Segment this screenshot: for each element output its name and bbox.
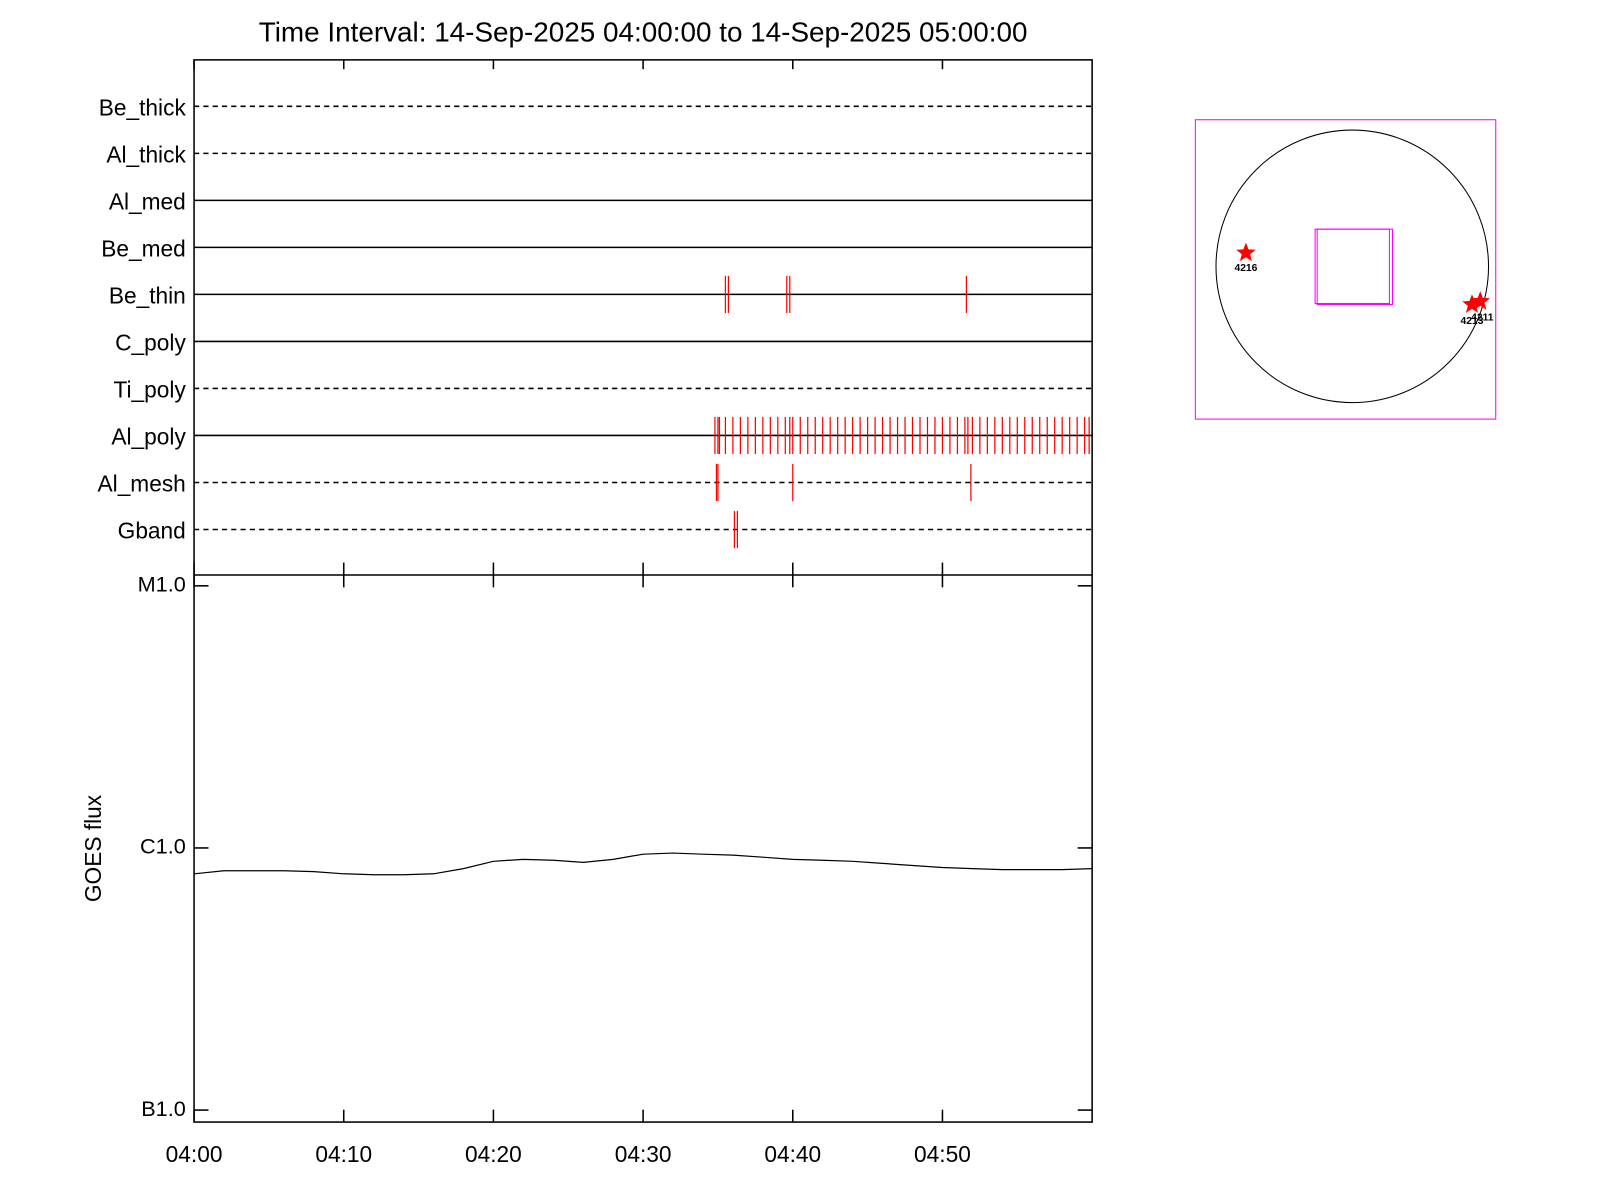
x-tick-label: 04:40 xyxy=(764,1141,821,1167)
chart-title: Time Interval: 14-Sep-2025 04:00:00 to 1… xyxy=(259,16,1028,47)
x-tick-label: 04:30 xyxy=(615,1141,672,1167)
region-label: 4216 xyxy=(1234,263,1257,274)
row-label: Al_poly xyxy=(111,424,186,450)
y-tick-label: M1.0 xyxy=(138,572,186,597)
row-label: Al_med xyxy=(109,188,186,214)
plot-frame xyxy=(193,59,1093,1123)
solar-disk xyxy=(1215,129,1490,404)
row-label: Be_med xyxy=(101,235,186,261)
y-tick-label: B1.0 xyxy=(141,1096,186,1121)
row-label: Ti_poly xyxy=(114,377,187,403)
row-label: C_poly xyxy=(115,330,186,356)
row-label: Al_thick xyxy=(106,141,186,167)
row-label: Gband xyxy=(118,518,186,544)
goes-curve xyxy=(194,852,1093,876)
region-star xyxy=(1470,291,1491,310)
fov-box xyxy=(1316,228,1394,306)
x-tick-label: 04:20 xyxy=(465,1141,522,1167)
row-label: Al_mesh xyxy=(98,471,186,497)
x-tick-label: 04:50 xyxy=(914,1141,971,1167)
region-star xyxy=(1236,242,1256,262)
row-label: Be_thick xyxy=(99,94,187,120)
region-label: 4211 xyxy=(1471,313,1494,324)
x-tick-label: 04:10 xyxy=(315,1141,372,1167)
region-label: 4213 xyxy=(1461,316,1484,327)
sun-map xyxy=(1194,119,1497,420)
map-frame xyxy=(1194,119,1497,420)
fov-box xyxy=(1314,228,1390,304)
y-axis-label: GOES flux xyxy=(80,794,106,902)
row-label: Be_thin xyxy=(109,282,186,308)
y-tick-label: C1.0 xyxy=(140,834,186,859)
x-tick-label: 04:00 xyxy=(166,1141,223,1167)
region-star xyxy=(1462,294,1482,313)
